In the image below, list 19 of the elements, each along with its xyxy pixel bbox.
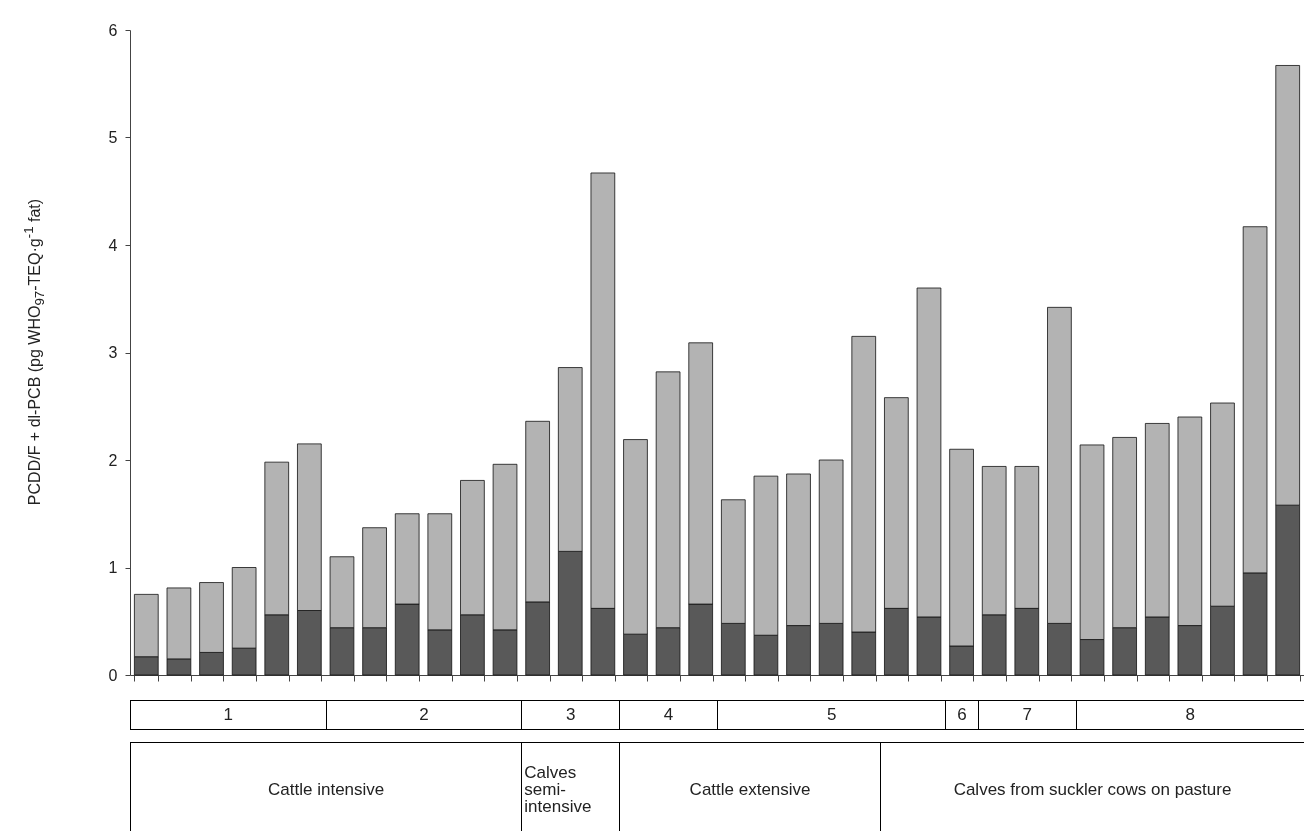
text: 6 bbox=[945, 700, 979, 730]
y-tick-label: 0 bbox=[108, 666, 118, 684]
text: 7 bbox=[977, 700, 1077, 730]
text: 8 bbox=[1075, 700, 1304, 730]
y-tick-label: 4 bbox=[108, 236, 118, 254]
text: Cattle extensive bbox=[619, 742, 882, 831]
text: Calves semi-intensive bbox=[521, 742, 621, 831]
text: 5 bbox=[717, 700, 947, 730]
text: 1 bbox=[130, 700, 327, 730]
text: 4 bbox=[619, 700, 718, 730]
y-tick-label: 5 bbox=[108, 129, 118, 146]
y-tick-label: 6 bbox=[108, 21, 118, 39]
text: 3 bbox=[521, 700, 621, 730]
y-tick-label: 1 bbox=[108, 559, 118, 576]
y-tick-label: 2 bbox=[108, 451, 118, 469]
text: Cattle intensive bbox=[130, 742, 523, 831]
text: Calves from suckler cows on pasture bbox=[880, 742, 1304, 831]
y-tick-label: 3 bbox=[108, 344, 118, 361]
text: 2 bbox=[325, 700, 523, 730]
